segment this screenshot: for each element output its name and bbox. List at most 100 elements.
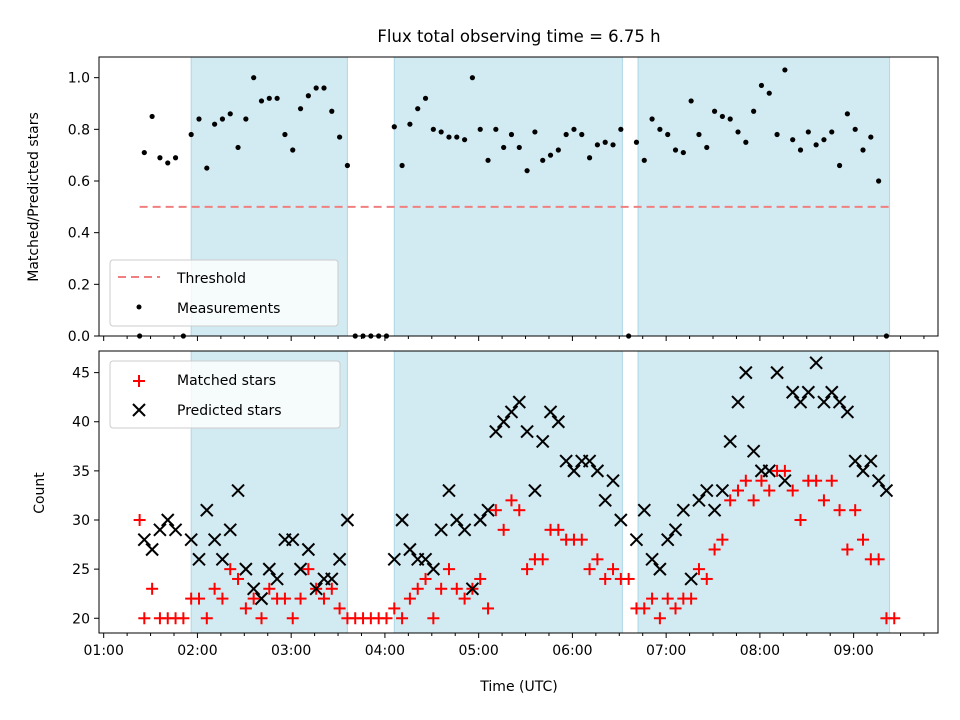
predicted-star-point [528,483,542,498]
predicted-star-point [723,434,737,449]
matched-star-point [825,474,838,487]
measurement-point [579,131,585,138]
predicted-star-point [809,356,823,370]
measurement-point [688,98,694,104]
predicted-star-point [668,523,683,537]
matched-star-point [138,612,151,625]
predicted-star-point [567,464,581,478]
measurement-point [571,126,577,132]
predicted-star-point [520,424,534,439]
bottom-y-tick-label: 45 [72,366,90,382]
measurement-point [618,126,624,132]
measurement-point [751,108,757,114]
measurement-point [321,85,327,91]
predicted-star-point [770,365,784,380]
measurement-point [274,95,280,101]
predicted-star-point [184,532,198,547]
matched-star-point [450,582,463,595]
measurement-point [743,139,749,145]
measurement-point [844,111,850,117]
predicted-star-point [614,513,628,527]
measurement-point [407,121,413,127]
x-tick-label: 06:00 [552,643,592,659]
measurement-point [657,126,663,132]
top-y-tick-label: 1.0 [68,71,90,87]
predicted-star-point [504,405,519,419]
predicted-star-point [332,552,347,567]
predicted-star-point [856,464,870,478]
legend-predicted-marker [132,403,146,417]
measurement-point [438,129,444,135]
measurement-point [219,116,226,122]
predicted-star-point [473,513,487,527]
x-tick-label: 01:00 [84,643,124,659]
matched-star-point [208,582,221,595]
matched-star-point [817,494,830,507]
predicted-star-point [239,562,253,576]
measurement-point [836,162,843,169]
matched-star-point [607,563,620,576]
matched-star-point [794,514,807,527]
predicted-star-point [840,405,855,419]
matched-star-point [552,523,565,536]
predicted-star-point [145,542,159,557]
predicted-star-point [426,562,441,576]
legend-predicted-label: Predicted stars [177,403,282,419]
measurement-point [477,126,483,132]
count-points [133,356,901,625]
measurement-point [501,144,507,151]
bottom-y-tick-label: 25 [72,562,90,578]
matched-star-point [435,582,448,595]
measurement-point [790,137,796,143]
predicted-star-point [598,493,612,508]
observing-interval-3 [637,56,891,337]
matched-star-point [411,582,424,595]
predicted-star-point [168,523,183,537]
measurement-point [508,131,515,138]
measurement-point [665,131,671,138]
matched-star-point [403,592,416,605]
measurement-point [649,116,655,122]
measurement-point [696,131,702,138]
matched-star-point [263,582,276,595]
measurement-point [196,116,202,122]
predicted-star-point [403,542,417,557]
predicted-star-point [629,532,644,547]
measurement-point [282,131,288,138]
predicted-star-point [832,395,847,409]
x-tick-label: 04:00 [365,643,405,659]
predicted-star-point [137,532,152,547]
measurement-point [313,85,319,91]
predicted-star-point [231,483,245,498]
matched-star-point [857,533,870,546]
predicted-star-point [325,572,339,586]
predicted-star-point [700,483,714,498]
top-y-axis-label: Matched/Predicted stars [26,112,42,282]
measurement-point [243,116,249,122]
measurement-point [469,75,476,81]
predicted-star-point [465,582,480,596]
measurement-point [711,108,718,114]
bottom-legend: Matched stars Predicted stars [109,360,341,429]
measurement-point [415,106,421,112]
matched-star-point [317,592,330,605]
predicted-star-point [496,415,511,429]
matched-star-point [716,533,729,546]
matched-star-point [427,612,440,625]
predicted-star-point [879,483,894,498]
legend-matched-marker [133,375,145,387]
predicted-star-point [793,395,808,409]
measurement-point [212,121,218,127]
matched-star-point [482,602,495,615]
measurement-point [641,157,647,163]
predicted-star-point [246,582,261,596]
measurement-point [766,90,772,96]
measurement-point [172,155,179,161]
measurement-point [633,139,640,145]
top-y-tick-label: 0.4 [68,226,90,242]
legend-measurements-label: Measurements [177,301,280,317]
matched-star-point [333,602,346,615]
predicted-star-point [582,454,597,468]
legend-measurements-marker [136,304,142,310]
predicted-star-point [286,532,300,547]
